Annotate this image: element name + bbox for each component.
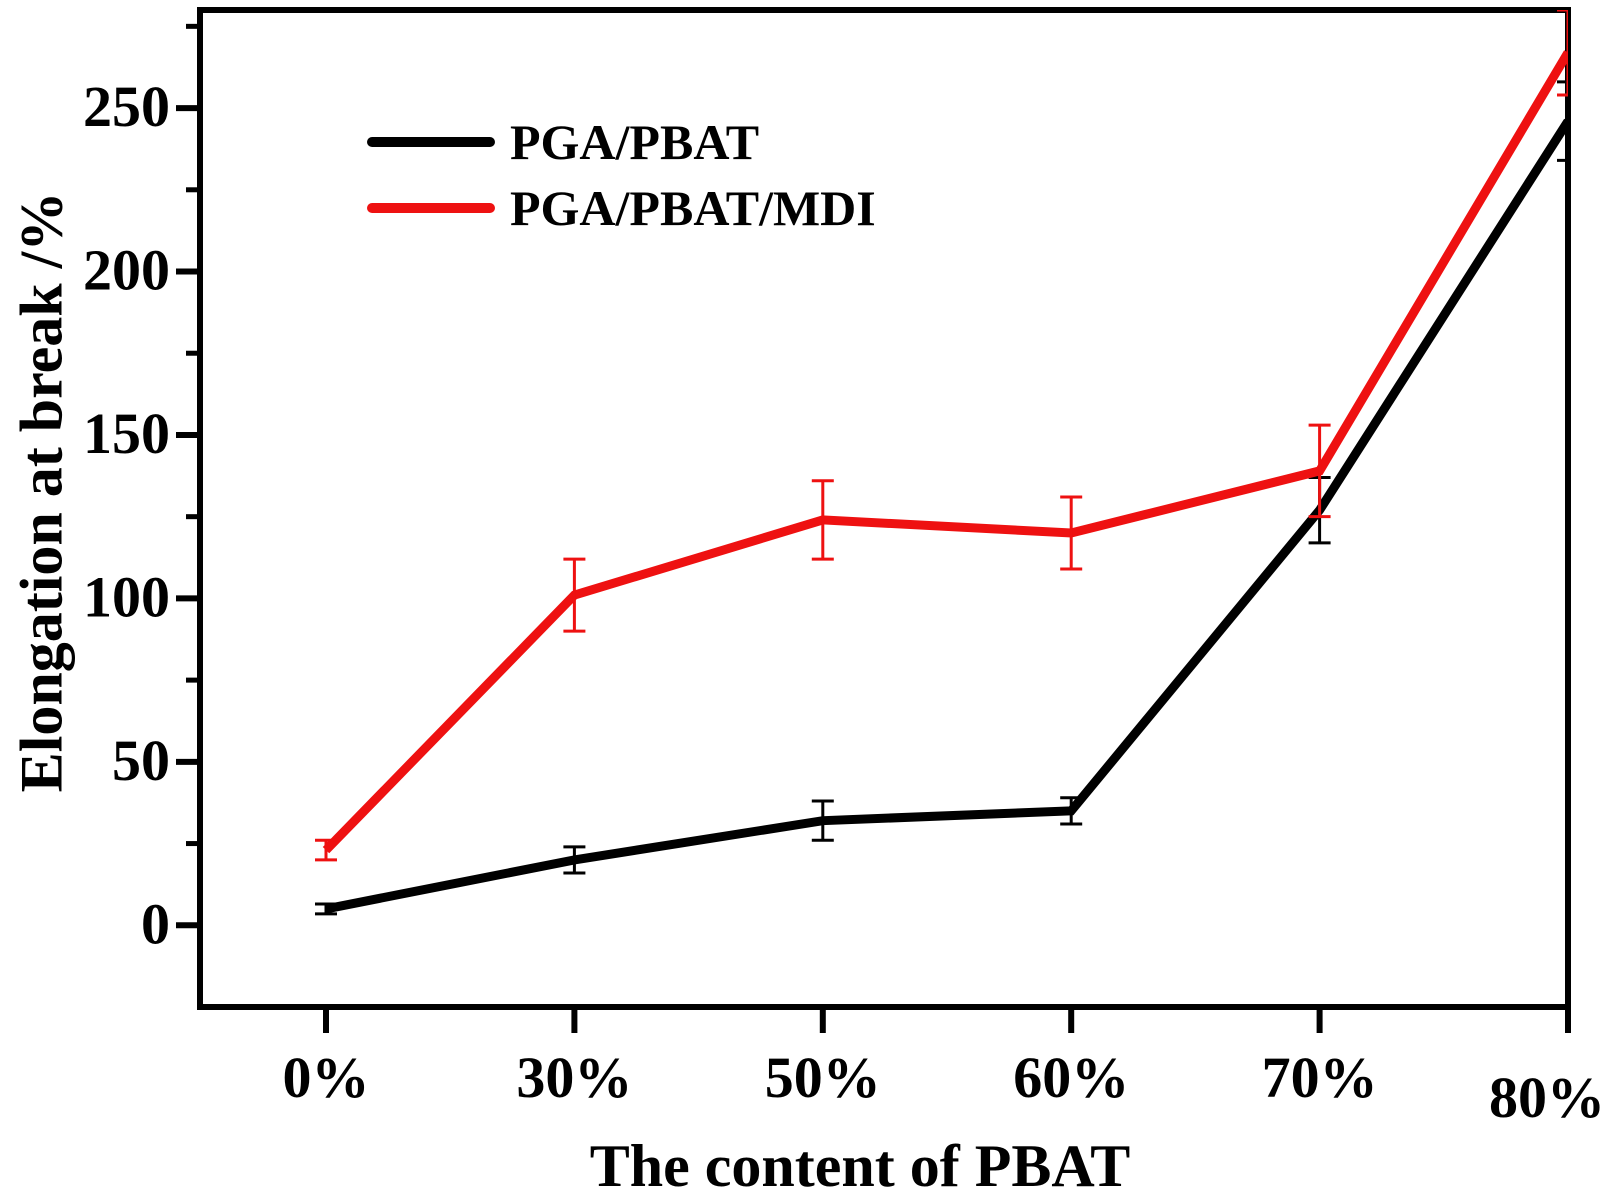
legend-line-sample-black: [367, 137, 495, 147]
series-pga-pbat: [315, 80, 1568, 916]
y-tick-label: 200: [83, 238, 170, 303]
x-tick-label: 80%: [1489, 1065, 1600, 1130]
x-axis: 0% 30% 50% 60% 70% 80%: [283, 1007, 1600, 1130]
y-tick-label: 100: [83, 564, 170, 629]
plot-frame: [197, 7, 1571, 1010]
legend-item-pga-pbat-mdi: PGA/PBAT/MDI: [367, 175, 876, 241]
series-line: [322, 50, 1568, 854]
x-tick-label: 0%: [283, 1045, 370, 1110]
legend: PGA/PBAT PGA/PBAT/MDI: [367, 109, 876, 241]
y-tick-label: 250: [83, 74, 170, 139]
legend-label-pga-pbat-mdi: PGA/PBAT/MDI: [510, 180, 876, 236]
y-axis-title: Elongation at break /%: [8, 191, 75, 793]
series-pga-pbat-mdi: [315, 10, 1568, 862]
x-tick-label: 70%: [1262, 1045, 1378, 1110]
y-tick-label: 50: [112, 728, 170, 793]
series-line: [325, 118, 1568, 914]
y-axis: 0 50 100 150 200 250: [83, 23, 200, 956]
x-tick-label: 50%: [765, 1045, 881, 1110]
x-axis-title: The content of PBAT: [589, 1133, 1131, 1199]
x-tick-label: 30%: [516, 1045, 632, 1110]
legend-item-pga-pbat: PGA/PBAT: [367, 109, 876, 175]
y-tick-label: 150: [83, 401, 170, 466]
legend-label-pga-pbat: PGA/PBAT: [510, 114, 760, 170]
legend-line-sample-red: [367, 203, 495, 213]
x-tick-label: 60%: [1013, 1045, 1129, 1110]
y-tick-label: 0: [141, 891, 170, 956]
